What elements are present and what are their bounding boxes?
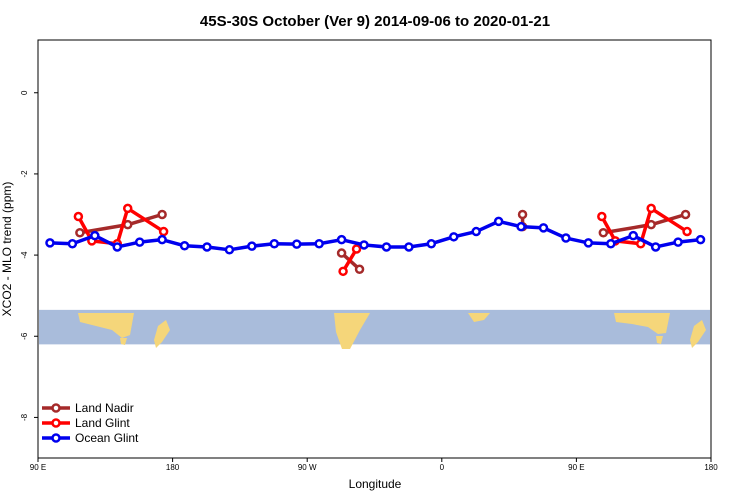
data-point bbox=[471, 226, 481, 237]
south-africa-land bbox=[468, 313, 490, 322]
x-tick-label: 180 bbox=[704, 463, 718, 472]
data-point bbox=[247, 241, 257, 251]
data-point bbox=[291, 239, 302, 249]
legend-label: Land Nadir bbox=[75, 401, 134, 415]
data-point bbox=[90, 230, 100, 241]
data-point bbox=[449, 232, 459, 242]
new-zealand-land-2 bbox=[690, 320, 706, 348]
legend-item: Ocean Glint bbox=[42, 431, 139, 445]
data-point bbox=[516, 221, 526, 232]
data-point bbox=[354, 264, 365, 275]
series-ocean-glint bbox=[45, 216, 706, 255]
legend-label: Land Glint bbox=[75, 416, 130, 430]
data-point bbox=[314, 238, 324, 249]
data-point bbox=[404, 242, 414, 252]
y-tick-label: -2 bbox=[20, 170, 29, 178]
data-point bbox=[673, 237, 683, 247]
data-point bbox=[202, 242, 212, 252]
legend-item: Land Nadir bbox=[42, 401, 134, 415]
data-point bbox=[680, 209, 691, 220]
data-point bbox=[583, 238, 594, 248]
data-point bbox=[682, 226, 692, 237]
tasmania-land bbox=[120, 338, 127, 345]
data-point bbox=[224, 245, 235, 255]
x-tick-label: 90 W bbox=[298, 463, 317, 472]
x-axis: 90 E 180 90 W 0 90 E 180 bbox=[30, 458, 718, 472]
data-point bbox=[122, 203, 133, 214]
y-axis-label: XCO2 - MLO trend (ppm) bbox=[0, 182, 14, 317]
data-point bbox=[628, 230, 638, 241]
data-point bbox=[73, 211, 84, 222]
data-point bbox=[561, 233, 571, 243]
data-point bbox=[646, 203, 656, 214]
ocean-band bbox=[39, 309, 710, 345]
data-point bbox=[351, 244, 362, 254]
data-point bbox=[67, 238, 78, 249]
x-tick-label: 90 E bbox=[30, 463, 46, 472]
legend-item: Land Glint bbox=[42, 416, 130, 430]
data-point bbox=[75, 228, 85, 238]
data-point bbox=[157, 234, 167, 245]
data-point bbox=[45, 238, 55, 248]
data-point bbox=[538, 223, 549, 233]
data-point bbox=[336, 248, 347, 258]
data-point bbox=[606, 238, 616, 249]
data-point bbox=[112, 242, 123, 252]
australia-land-2 bbox=[614, 313, 670, 334]
legend-marker bbox=[51, 433, 61, 443]
legend-label: Ocean Glint bbox=[75, 431, 139, 445]
y-axis: 0 -2 -4 -6 -8 bbox=[20, 90, 38, 421]
data-point bbox=[426, 238, 437, 249]
data-point bbox=[338, 266, 348, 277]
x-axis-label: Longitude bbox=[349, 477, 402, 491]
data-point bbox=[336, 234, 347, 245]
australia-land bbox=[78, 313, 134, 338]
data-point bbox=[598, 228, 609, 238]
x-tick-label: 90 E bbox=[568, 463, 584, 472]
data-point bbox=[158, 226, 169, 237]
y-tick-label: -6 bbox=[20, 332, 29, 340]
legend-marker bbox=[51, 418, 61, 428]
data-point bbox=[493, 216, 504, 227]
data-point bbox=[179, 241, 190, 251]
data-point bbox=[381, 242, 392, 252]
y-tick-label: -8 bbox=[20, 413, 29, 421]
new-zealand-land bbox=[154, 320, 170, 348]
plot-frame bbox=[37, 39, 712, 459]
data-point bbox=[134, 237, 145, 247]
data-point bbox=[359, 240, 369, 250]
data-point bbox=[650, 242, 661, 252]
y-tick-label: -4 bbox=[20, 251, 29, 259]
south-america-land bbox=[334, 313, 370, 349]
map-band bbox=[39, 309, 710, 349]
tasmania-land-2 bbox=[656, 336, 663, 344]
legend-marker bbox=[51, 403, 61, 413]
data-point bbox=[269, 238, 280, 249]
data-point bbox=[695, 234, 706, 245]
data-point bbox=[597, 211, 607, 222]
series-layer bbox=[45, 203, 706, 277]
chart-title: 45S-30S October (Ver 9) 2014-09-06 to 20… bbox=[200, 13, 550, 30]
data-point bbox=[517, 209, 528, 220]
x-tick-label: 0 bbox=[440, 463, 445, 472]
y-tick-label: 0 bbox=[20, 90, 29, 95]
data-point bbox=[157, 209, 167, 220]
x-tick-label: 180 bbox=[166, 463, 180, 472]
